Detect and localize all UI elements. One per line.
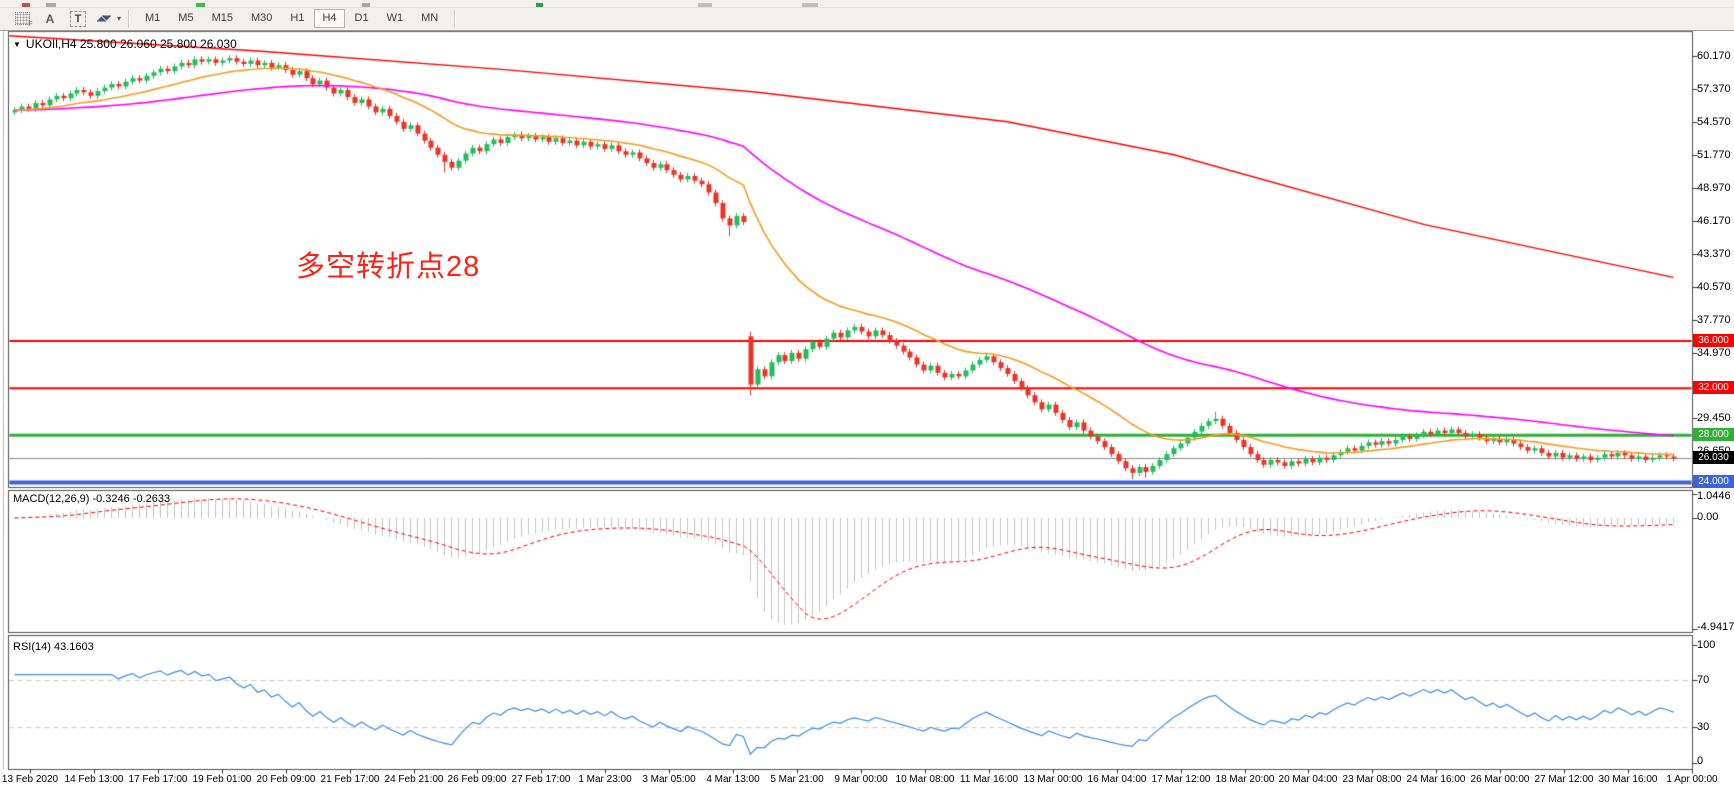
rsi-indicator-label: RSI(14) 43.1603 [13,641,94,653]
hline-badge-24: 24.000 [1693,475,1734,488]
price-tick-label: 37.770 [1697,313,1731,326]
rsi-scale-0: 0 [1697,755,1704,767]
date-label: 9 Mar 00:00 [834,774,888,785]
date-label: 13 Feb 2020 [1,774,59,785]
arrange-arrows-icon[interactable] [96,10,112,27]
price-tick-label: 57.370 [1697,82,1731,95]
date-label: 26 Feb 09:00 [447,774,507,785]
macd-indicator-label: MACD(12,26,9) -0.3246 -0.2633 [13,493,171,505]
clipped-icon [196,3,205,7]
clipped-icon [46,3,56,7]
price-tick-label: 48.970 [1697,181,1731,194]
price-tick-label: 51.770 [1697,148,1731,161]
tf-button-mn[interactable]: MN [421,12,439,24]
date-label: 27 Feb 17:00 [511,774,571,785]
text-label-icon[interactable]: T [68,10,88,27]
grid-glyph: F [14,12,33,28]
chart-annotation-text[interactable]: 多空转折点28 [296,251,481,283]
date-label: 20 Mar 04:00 [1278,774,1338,785]
date-label: 21 Feb 17:00 [320,774,380,785]
current-price-badge: 26.030 [1693,451,1734,464]
chart-title: ▼ UKOIl,H4 25.800 26.060 25.800 26.030 [13,37,237,51]
date-label: 20 Feb 09:00 [256,774,316,785]
date-label: 1 Mar 23:00 [578,774,632,785]
tf-button-m15[interactable]: M15 [211,12,233,24]
hline-badge-32: 32.000 [1693,381,1734,394]
date-label: 24 Mar 16:00 [1406,774,1466,785]
toolbar-main-row: F A T ▾ M1 M5 M15 M30 H1 H4 D1 W1 MN [0,8,1734,29]
price-tick-label: 60.170 [1697,49,1731,62]
price-tick-label: 29.450 [1697,411,1731,424]
clipped-icon [698,3,712,7]
date-label: 13 Mar 00:00 [1023,774,1083,785]
date-label: 19 Feb 01:00 [192,774,252,785]
toolbar-separator [128,9,130,28]
date-label: 27 Mar 12:00 [1534,774,1594,785]
hline-badge-28: 28.000 [1693,428,1734,441]
rsi-scale-100: 100 [1697,639,1716,651]
clipped-toolbar-row [0,0,1734,8]
clipped-icon [22,3,30,7]
tf-button-h4[interactable]: H4 [314,9,345,28]
macd-scale-max: 1.0446 [1697,490,1731,502]
date-label: 17 Mar 12:00 [1151,774,1211,785]
hline-badge-36: 36.000 [1693,334,1734,347]
tf-button-d1[interactable]: D1 [354,12,369,24]
date-label: 10 Mar 08:00 [895,774,955,785]
price-tick-label: 46.170 [1697,214,1731,227]
chevron-down-icon[interactable]: ▾ [117,14,122,23]
date-label: 3 Mar 05:00 [642,774,696,785]
timeframe-button-group: M1 M5 M15 M30 H1 H4 D1 W1 MN [136,9,447,28]
price-tick-label: 34.970 [1697,346,1731,359]
date-label: 1 Apr 00:00 [1666,774,1718,785]
crosshair-grid-icon[interactable]: F [12,10,33,28]
price-tick-label: 43.370 [1697,247,1731,260]
date-label: 5 Mar 21:00 [770,774,824,785]
date-label: 26 Mar 00:00 [1470,774,1530,785]
date-label: 16 Mar 04:00 [1087,774,1147,785]
toolbar-separator [454,9,456,28]
clipped-icon [802,3,818,7]
macd-scale-min: -4.9417 [1697,621,1734,633]
date-label: 24 Feb 21:00 [384,774,444,785]
toolbar: F A T ▾ M1 M5 M15 M30 H1 H4 D1 W1 MN [0,0,1734,31]
date-label: 18 Mar 20:00 [1215,774,1275,785]
date-label: 4 Mar 13:00 [706,774,760,785]
tf-button-m5[interactable]: M5 [178,12,194,24]
date-label: 14 Feb 13:00 [64,774,124,785]
font-a-icon[interactable]: A [45,11,55,26]
tf-button-m1[interactable]: M1 [145,12,161,24]
tf-button-m30[interactable]: M30 [250,12,273,24]
tf-button-w1[interactable]: W1 [386,12,404,24]
macd-scale-zero: 0.00 [1697,511,1719,523]
tf-button-h1[interactable]: H1 [290,12,305,24]
date-label: 11 Mar 16:00 [959,774,1019,785]
price-tick-label: 40.570 [1697,280,1731,293]
clipped-icon [536,3,543,7]
date-label: 30 Mar 16:00 [1598,774,1658,785]
rsi-scale-30: 30 [1697,721,1710,733]
date-label: 17 Feb 17:00 [128,774,188,785]
price-tick-label: 54.570 [1697,115,1731,128]
clipped-icon [362,3,370,7]
date-label: 23 Mar 08:00 [1342,774,1402,785]
symbol-dropdown-icon[interactable]: ▼ [13,40,21,49]
rsi-scale-70: 70 [1697,674,1710,686]
